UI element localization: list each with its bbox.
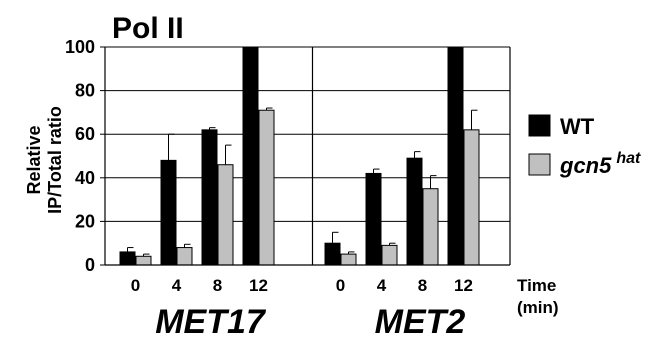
y-tick-label-20: 20	[75, 211, 95, 231]
bar-MET2-WT-0	[324, 242, 341, 266]
y-tick-label-40: 40	[75, 168, 95, 188]
bar-MET2-WT-12	[447, 46, 464, 266]
bar-MET17-WT-0	[119, 251, 136, 266]
time-label: Time	[517, 276, 556, 295]
bar-MET17-WT-4	[160, 159, 177, 266]
x-tick-label-MET17-12: 12	[249, 276, 268, 295]
bar-MET17-WT-12	[242, 46, 259, 266]
y-tick-label-100: 100	[65, 37, 95, 57]
bar-MET2-WT-8	[406, 157, 423, 266]
bar-MET2-gcn5-8	[422, 188, 439, 266]
legend-swatch-gcn5	[528, 153, 551, 176]
x-tick-label-MET17-8: 8	[213, 276, 222, 295]
x-tick-label-MET2-4: 4	[377, 276, 387, 295]
y-tick-label-0: 0	[85, 255, 95, 275]
bars	[119, 46, 480, 266]
legend-label-WT: WT	[560, 114, 595, 139]
bar-MET17-gcn5-4	[176, 247, 193, 266]
gene-labels: MET17 MET2	[155, 303, 465, 339]
bar-MET17-gcn5-12	[258, 109, 275, 266]
bar-MET2-WT-4	[365, 172, 382, 266]
y-tick-label-60: 60	[75, 124, 95, 144]
chart-title: Pol II	[112, 12, 184, 45]
bar-MET2-gcn5-12	[463, 129, 480, 266]
axes	[100, 46, 511, 266]
bar-MET17-WT-8	[201, 129, 218, 266]
legend-swatch-WT	[528, 114, 551, 137]
legend: WT gcn5 hat	[528, 114, 641, 178]
legend-superscript-hat: hat	[616, 150, 641, 167]
y-tick-label-80: 80	[75, 81, 95, 101]
bar-MET2-gcn5-0	[340, 253, 357, 266]
bar-MET2-gcn5-4	[381, 244, 398, 266]
x-tick-label-MET2-8: 8	[418, 276, 427, 295]
x-tick-label-MET17-0: 0	[131, 276, 140, 295]
gene-label-MET2: MET2	[375, 303, 466, 339]
x-tick-label-MET2-12: 12	[454, 276, 473, 295]
gene-label-MET17: MET17	[155, 303, 267, 339]
legend-label-gcn5: gcn5 hat	[559, 150, 641, 178]
time-unit-label: (min)	[517, 298, 559, 317]
y-axis-label: Relative IP/Total ratio	[24, 106, 65, 214]
y-axis-label-line-2: IP/Total ratio	[45, 106, 65, 214]
x-tick-label-MET17-4: 4	[172, 276, 182, 295]
y-axis-label-line-1: Relative	[24, 125, 44, 194]
x-tick-labels: 0 4 8 12 0 4 8 12	[131, 276, 473, 295]
x-tick-label-MET2-0: 0	[336, 276, 345, 295]
bar-MET17-gcn5-0	[135, 255, 152, 266]
bar-MET17-gcn5-8	[217, 164, 234, 266]
time-axis-label: Time (min)	[517, 276, 559, 317]
y-tick-labels: 0 20 40 60 80 100	[65, 37, 95, 275]
